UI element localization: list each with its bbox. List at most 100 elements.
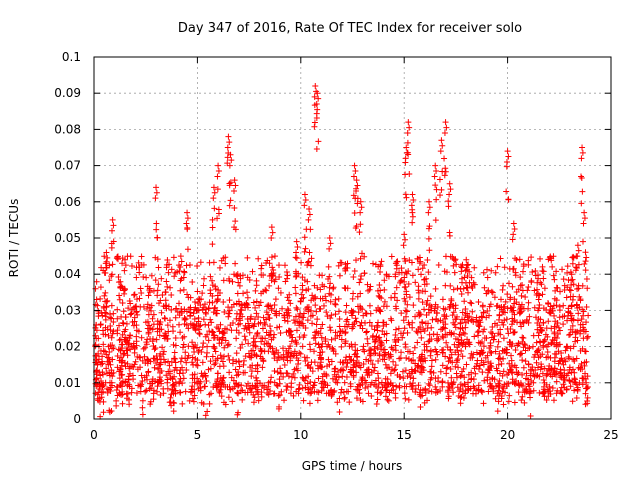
data-point bbox=[305, 258, 312, 265]
data-point bbox=[464, 273, 471, 280]
data-point bbox=[433, 349, 440, 356]
data-points bbox=[92, 82, 592, 420]
data-point bbox=[551, 371, 558, 378]
data-point bbox=[206, 400, 213, 407]
data-point bbox=[107, 314, 114, 321]
data-point bbox=[186, 397, 193, 404]
data-point bbox=[109, 216, 116, 223]
data-point bbox=[212, 283, 219, 290]
data-point bbox=[100, 409, 107, 416]
data-point bbox=[232, 182, 239, 189]
data-point bbox=[250, 342, 257, 349]
data-point bbox=[288, 374, 295, 381]
data-point bbox=[119, 299, 126, 306]
data-point bbox=[292, 268, 299, 275]
data-point bbox=[429, 316, 436, 323]
data-point bbox=[452, 363, 459, 370]
data-point bbox=[344, 323, 351, 330]
data-point bbox=[328, 312, 335, 319]
data-point bbox=[343, 264, 350, 271]
data-point bbox=[584, 334, 591, 341]
data-point bbox=[286, 327, 293, 334]
data-point bbox=[197, 301, 204, 308]
data-point bbox=[519, 393, 526, 400]
data-point bbox=[365, 369, 372, 376]
data-point bbox=[249, 322, 256, 329]
data-point bbox=[168, 391, 175, 398]
data-point bbox=[275, 285, 282, 292]
data-point bbox=[377, 268, 384, 275]
data-point bbox=[162, 359, 169, 366]
data-point bbox=[547, 388, 554, 395]
data-point bbox=[427, 293, 434, 300]
data-point bbox=[131, 346, 138, 353]
data-point bbox=[128, 263, 135, 270]
data-point bbox=[253, 310, 260, 317]
data-point bbox=[465, 261, 472, 268]
data-point bbox=[140, 303, 147, 310]
data-point bbox=[390, 358, 397, 365]
data-point bbox=[263, 287, 270, 294]
data-point bbox=[141, 374, 148, 381]
data-point bbox=[573, 381, 580, 388]
data-point bbox=[254, 368, 261, 375]
data-point bbox=[428, 388, 435, 395]
data-point bbox=[423, 301, 430, 308]
data-point bbox=[326, 284, 333, 291]
data-point bbox=[519, 357, 526, 364]
data-point bbox=[352, 315, 359, 322]
data-point bbox=[332, 365, 339, 372]
data-point bbox=[515, 340, 522, 347]
data-point bbox=[450, 389, 457, 396]
data-point bbox=[150, 287, 157, 294]
data-point bbox=[189, 383, 196, 390]
data-point bbox=[229, 398, 236, 405]
data-point bbox=[503, 316, 510, 323]
data-point bbox=[455, 392, 462, 399]
data-point bbox=[549, 263, 556, 270]
data-point bbox=[447, 186, 454, 193]
data-point bbox=[454, 347, 461, 354]
data-point bbox=[433, 316, 440, 323]
data-point bbox=[93, 278, 100, 285]
data-point bbox=[125, 305, 132, 312]
data-point bbox=[287, 390, 294, 397]
data-point bbox=[195, 385, 202, 392]
data-point bbox=[556, 303, 563, 310]
data-point bbox=[492, 395, 499, 402]
data-point bbox=[376, 282, 383, 289]
data-point bbox=[136, 295, 143, 302]
data-point bbox=[150, 311, 157, 318]
data-point bbox=[439, 142, 446, 149]
data-point bbox=[500, 368, 507, 375]
data-point bbox=[107, 322, 114, 329]
data-point bbox=[454, 336, 461, 343]
data-point bbox=[217, 352, 224, 359]
data-point bbox=[440, 346, 447, 353]
data-point bbox=[103, 249, 110, 256]
data-point bbox=[301, 277, 308, 284]
data-point bbox=[253, 298, 260, 305]
data-point bbox=[428, 363, 435, 370]
data-point bbox=[356, 279, 363, 286]
data-point bbox=[307, 313, 314, 320]
data-point bbox=[480, 343, 487, 350]
data-point bbox=[236, 363, 243, 370]
data-point bbox=[103, 365, 110, 372]
data-point bbox=[329, 345, 336, 352]
data-point bbox=[283, 383, 290, 390]
data-point bbox=[206, 391, 213, 398]
data-point bbox=[114, 364, 121, 371]
data-point bbox=[428, 357, 435, 364]
data-point bbox=[579, 381, 586, 388]
data-point bbox=[185, 325, 192, 332]
data-point bbox=[255, 255, 262, 262]
data-point bbox=[528, 254, 535, 261]
data-point bbox=[137, 388, 144, 395]
data-point bbox=[526, 313, 533, 320]
data-point bbox=[273, 382, 280, 389]
data-point bbox=[411, 344, 418, 351]
data-point bbox=[519, 287, 526, 294]
data-point bbox=[195, 318, 202, 325]
data-point bbox=[307, 346, 314, 353]
